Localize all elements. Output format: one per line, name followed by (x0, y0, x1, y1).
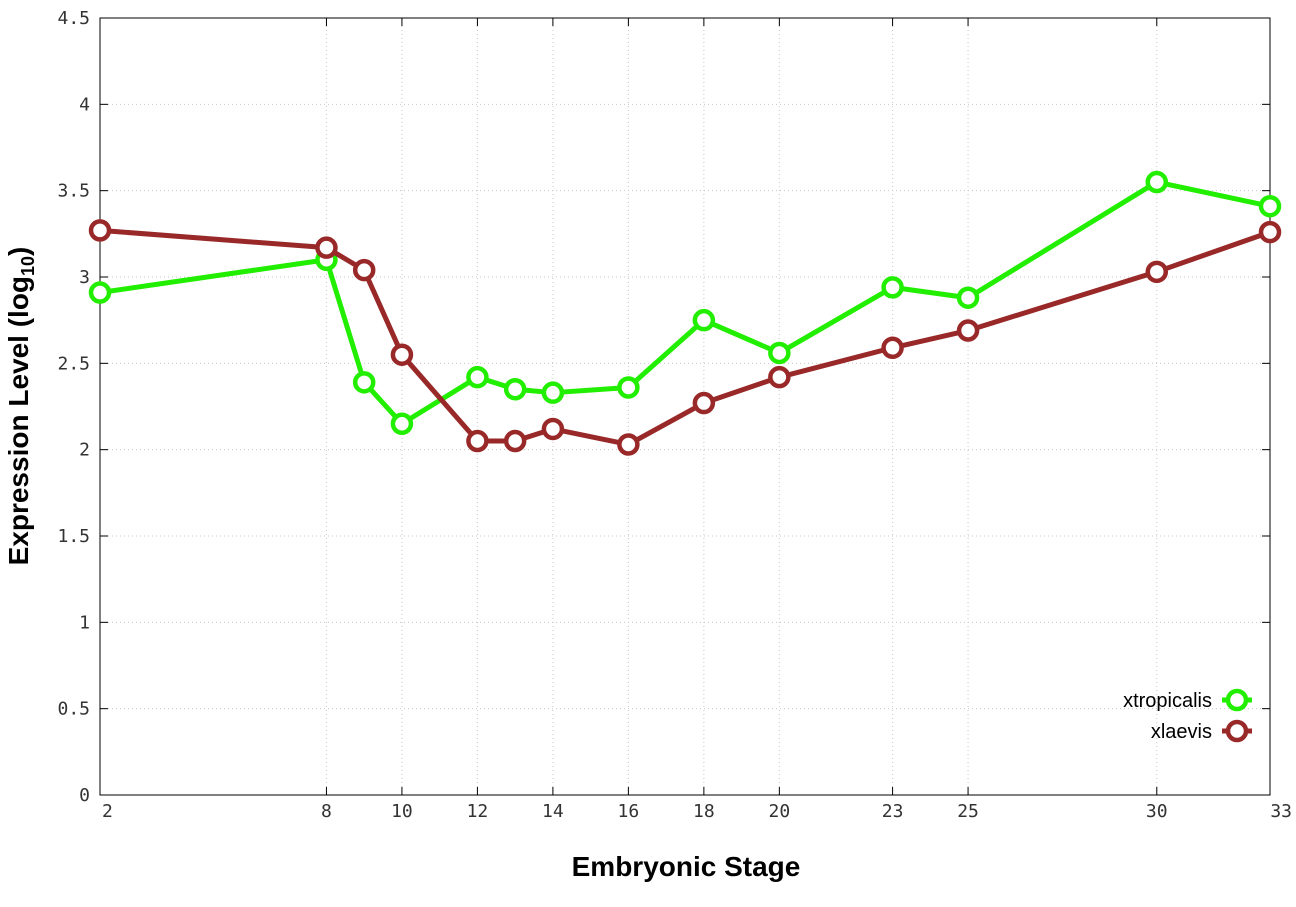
y-tick-label: 1 (79, 612, 90, 633)
y-tick-label: 1.5 (57, 526, 90, 547)
x-tick-label: 23 (882, 801, 904, 822)
x-tick-label: 12 (467, 801, 489, 822)
data-point-xlaevis (1145, 260, 1169, 284)
x-tick-label: 33 (1270, 801, 1292, 822)
data-point-xlaevis (466, 429, 489, 453)
data-point-xlaevis (390, 343, 414, 366)
series-xtropicalis (88, 170, 1282, 436)
x-tick-label: 25 (957, 801, 979, 822)
x-tick-label: 10 (391, 801, 413, 822)
data-point-xlaevis (617, 433, 640, 456)
y-tick-label: 0 (79, 785, 90, 806)
y-axis-title-close: ) (3, 247, 34, 256)
data-point-xlaevis (503, 429, 527, 453)
x-tick-label: 16 (618, 801, 640, 822)
data-point-xlaevis (768, 365, 791, 389)
y-tick-label: 2.5 (57, 353, 90, 374)
x-tick-label: 8 (321, 801, 332, 822)
x-tick-label: 18 (693, 801, 715, 822)
data-point-xlaevis (1258, 220, 1282, 244)
legend-label-xtropicalis: xtropicalis (1123, 690, 1212, 712)
x-tick-label: 2 (102, 801, 113, 822)
data-point-xtropicalis (390, 412, 414, 436)
plot-frame (99, 17, 1271, 796)
series-xlaevis (88, 219, 1282, 456)
x-tick-label: 20 (769, 801, 791, 822)
data-point-xtropicalis (881, 276, 904, 299)
y-tick-label: 0.5 (57, 699, 90, 720)
data-point-xtropicalis (956, 286, 980, 309)
data-point-xtropicalis (617, 376, 640, 399)
y-tick-label: 4.5 (57, 8, 90, 29)
data-point-xtropicalis (768, 341, 791, 365)
x-axis-title: Embryonic Stage (572, 851, 801, 882)
data-point-xtropicalis (88, 281, 112, 304)
legend-marker-xlaevis (1225, 719, 1249, 743)
data-point-xtropicalis (541, 381, 565, 404)
grid (99, 17, 1271, 796)
y-tick-label: 4 (79, 94, 90, 115)
series-line-xlaevis (99, 227, 1271, 447)
y-tick-label: 3.5 (57, 181, 90, 202)
data-point-xlaevis (541, 417, 565, 441)
data-point-xlaevis (956, 319, 980, 342)
legend-label-xlaevis: xlaevis (1151, 721, 1212, 743)
y-axis-title-main: Expression Level (log (3, 276, 34, 565)
y-tick-label: 3 (79, 267, 90, 288)
data-point-xtropicalis (692, 308, 716, 332)
data-point-xtropicalis (352, 371, 376, 394)
y-tick-label: 2 (79, 440, 90, 461)
y-axis-title: Expression Level (log10) (3, 247, 38, 566)
series-layer (88, 170, 1282, 456)
data-point-xlaevis (881, 336, 904, 360)
y-axis-title-subscript: 10 (18, 256, 38, 276)
data-point-xlaevis (352, 258, 376, 282)
series-line-xtropicalis (99, 179, 1271, 427)
legend-marker-xtropicalis (1225, 688, 1249, 712)
x-tick-label: 14 (542, 801, 564, 822)
legend: xtropicalis xlaevis (1123, 688, 1252, 743)
data-point-xlaevis (692, 391, 716, 415)
data-point-xlaevis (88, 219, 112, 242)
data-point-xtropicalis (466, 365, 489, 389)
data-point-xtropicalis (1145, 170, 1169, 194)
data-point-xtropicalis (1258, 194, 1282, 218)
data-point-xlaevis (315, 236, 338, 259)
data-point-xtropicalis (503, 377, 527, 401)
axis-ticks: 0 0.5 1 1.5 2 2.5 3 3.5 4 4.5 2 8 10 12 14 16 18 20 23 25 30… (57, 8, 1292, 822)
x-tick-label: 30 (1146, 801, 1168, 822)
